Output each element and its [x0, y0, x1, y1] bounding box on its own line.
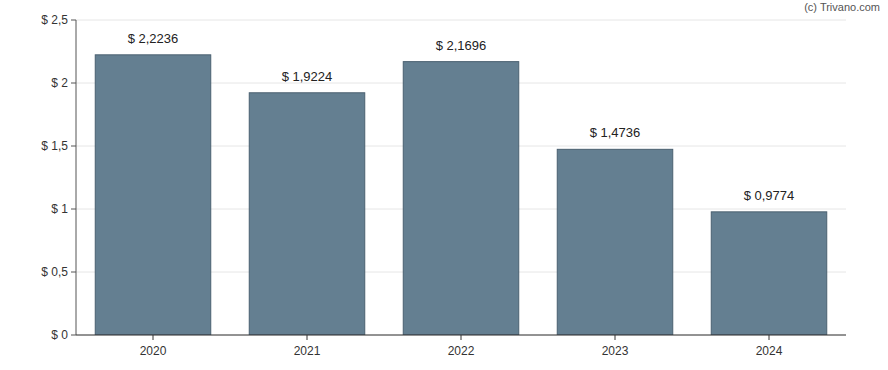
x-tick: [769, 335, 770, 340]
data-label: $ 0,9774: [744, 188, 795, 203]
y-axis: [76, 20, 77, 335]
data-label: $ 1,9224: [282, 69, 333, 84]
x-tick-label: 2021: [294, 344, 321, 358]
x-tick: [153, 335, 154, 340]
y-tick: [71, 83, 76, 84]
y-tick: [71, 20, 76, 21]
y-tick-label: $ 2: [51, 76, 68, 90]
annotation: (c) Trivano.com: [804, 1, 880, 13]
y-tick-label: $ 0,5: [41, 265, 68, 279]
bar: [249, 93, 365, 335]
x-tick: [461, 335, 462, 340]
x-tick-label: 2023: [602, 344, 629, 358]
x-tick-label: 2020: [140, 344, 167, 358]
y-tick: [71, 335, 76, 336]
bar: [557, 149, 673, 335]
data-label: $ 2,1696: [436, 38, 487, 53]
x-tick-label: 2022: [448, 344, 475, 358]
bars: [95, 55, 827, 335]
x-tick-label: 2024: [756, 344, 783, 358]
chart: $ 0 $ 0,5 $ 1 $ 1,5 $ 2 $ 2,5 $ 2,2236 $ 1,9224…: [0, 0, 888, 370]
bar: [403, 62, 519, 335]
x-tick: [307, 335, 308, 340]
y-tick-label: $ 1: [51, 202, 68, 216]
y-tick-label: $ 2,5: [41, 13, 68, 27]
y-tick-label: $ 1,5: [41, 139, 68, 153]
x-tick: [615, 335, 616, 340]
bar: [711, 212, 827, 335]
y-tick: [71, 272, 76, 273]
grid-line: [76, 20, 846, 21]
y-tick: [71, 146, 76, 147]
bar: [95, 55, 211, 335]
y-tick: [71, 209, 76, 210]
data-label: $ 1,4736: [590, 125, 641, 140]
data-label: $ 2,2236: [128, 31, 179, 46]
y-tick-label: $ 0: [51, 328, 68, 342]
chart-container: $ 0 $ 0,5 $ 1 $ 1,5 $ 2 $ 2,5 $ 2,2236 $ 1,9224…: [0, 0, 888, 370]
